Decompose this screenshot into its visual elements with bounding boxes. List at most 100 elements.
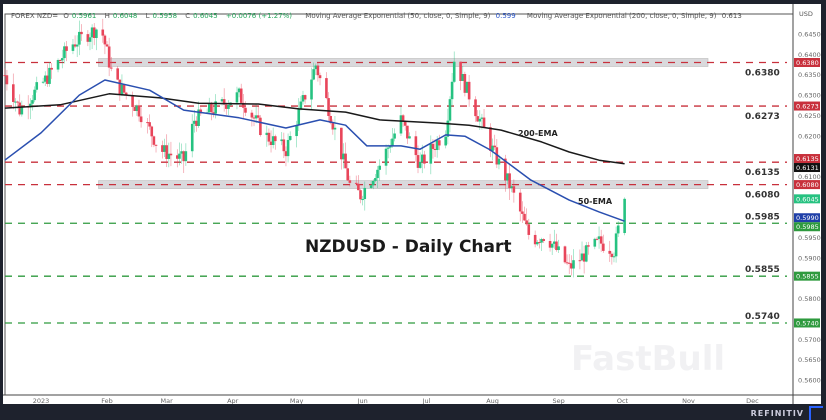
candle-body bbox=[521, 211, 524, 214]
candle-body bbox=[597, 236, 601, 239]
candle-body bbox=[301, 95, 305, 102]
candle-body bbox=[376, 169, 379, 179]
price-chart[interactable]: FastBull0.63800.62730.61350.60800.59850.… bbox=[3, 4, 821, 404]
candle-body bbox=[197, 109, 200, 126]
candle-body bbox=[448, 99, 452, 121]
candle-body bbox=[139, 116, 143, 123]
candle-body bbox=[212, 112, 215, 114]
candle-body bbox=[533, 234, 537, 245]
candle-body bbox=[371, 180, 375, 186]
candle-body bbox=[29, 103, 32, 108]
candle-body bbox=[438, 140, 441, 146]
price-tag-label: 0.5985 bbox=[796, 223, 819, 231]
candle-body bbox=[167, 153, 171, 159]
candle-body bbox=[523, 213, 526, 221]
candle-body bbox=[416, 155, 420, 168]
high-value: H 0.6048 bbox=[105, 12, 141, 20]
candle-body bbox=[43, 75, 47, 82]
candle-body bbox=[237, 88, 241, 93]
level-label: 0.5740 bbox=[745, 312, 780, 322]
symbol-label: FOREX NZD= bbox=[11, 12, 59, 20]
candle-body bbox=[227, 105, 230, 109]
candle-body bbox=[361, 199, 364, 201]
price-tag-label: 0.6045 bbox=[796, 195, 819, 203]
candle-body bbox=[284, 151, 288, 157]
x-tick-label: Oct bbox=[617, 397, 629, 404]
candle-body bbox=[493, 145, 496, 148]
candle-body bbox=[75, 44, 79, 47]
candle-body bbox=[463, 73, 467, 93]
candle-body bbox=[131, 95, 134, 107]
x-tick-label: Apr bbox=[227, 397, 239, 404]
level-label: 0.6380 bbox=[745, 68, 780, 78]
candle-body bbox=[242, 102, 245, 108]
candle-body bbox=[563, 246, 567, 263]
candle-body bbox=[408, 136, 411, 139]
candle-body bbox=[220, 99, 224, 102]
candle-body bbox=[542, 239, 545, 242]
candle-body bbox=[118, 79, 122, 95]
price-tag-label: 0.5740 bbox=[796, 319, 819, 327]
candle-body bbox=[5, 75, 9, 85]
candle-body bbox=[61, 58, 64, 61]
candle-body bbox=[314, 65, 318, 70]
candle-body bbox=[550, 243, 554, 248]
y-tick-label: 0.6100 bbox=[798, 173, 821, 181]
high-number: 0.6048 bbox=[112, 12, 138, 20]
candle-body bbox=[363, 187, 367, 200]
candle-body bbox=[88, 37, 92, 42]
level-label: 0.5855 bbox=[745, 265, 780, 275]
candle-body bbox=[508, 173, 511, 189]
candle-body bbox=[182, 151, 186, 162]
candle-body bbox=[133, 106, 137, 112]
y-tick-label: 0.6200 bbox=[798, 132, 821, 140]
candle-body bbox=[80, 31, 83, 35]
candle-body bbox=[342, 153, 345, 160]
candle-body bbox=[312, 69, 315, 80]
candle-body bbox=[222, 99, 226, 105]
low-label: L bbox=[145, 12, 150, 20]
candle-body bbox=[244, 107, 247, 113]
candle-body bbox=[580, 253, 584, 261]
candle-body bbox=[20, 106, 24, 115]
candle-body bbox=[95, 29, 98, 38]
candle-body bbox=[33, 89, 36, 101]
candle-body bbox=[414, 136, 418, 156]
price-tag-label: 0.6135 bbox=[796, 155, 819, 163]
close-label: C bbox=[185, 12, 191, 20]
candle-body bbox=[476, 116, 479, 122]
candle-body bbox=[239, 88, 243, 103]
candle-body bbox=[474, 99, 477, 117]
candles bbox=[3, 18, 626, 278]
ema200-legend[interactable]: Moving Average Exponential (200, close, … bbox=[526, 12, 717, 20]
candle-body bbox=[446, 120, 450, 137]
candle-body bbox=[495, 147, 499, 165]
ema50-legend[interactable]: Moving Average Exponential (50, close, 0… bbox=[305, 12, 491, 20]
candle-body bbox=[433, 148, 437, 151]
price-tag-label: 0.5990 bbox=[796, 214, 819, 222]
candle-body bbox=[329, 115, 332, 124]
candle-body bbox=[610, 253, 614, 258]
candle-body bbox=[256, 115, 260, 118]
candle-body bbox=[578, 260, 582, 262]
close-value: C 0.6045 bbox=[185, 12, 220, 20]
candle-body bbox=[595, 238, 599, 240]
candle-body bbox=[393, 133, 396, 139]
ema200-label: 200-EMA bbox=[518, 129, 558, 138]
level-label: 0.6135 bbox=[745, 168, 780, 178]
chart-title: NZDUSD - Daily Chart bbox=[305, 237, 512, 257]
candle-body bbox=[190, 123, 194, 152]
candle-body bbox=[461, 73, 465, 81]
candle-body bbox=[86, 34, 90, 42]
candle-body bbox=[527, 224, 531, 235]
x-tick-label: Mar bbox=[161, 397, 174, 404]
price-tag bbox=[794, 271, 820, 281]
candle-body bbox=[525, 220, 528, 225]
candle-body bbox=[73, 44, 77, 47]
price-tag bbox=[794, 154, 820, 164]
change-value: +0.0076 (+1.27%) bbox=[225, 12, 293, 20]
candle-body bbox=[512, 186, 516, 193]
price-tag bbox=[794, 57, 820, 67]
x-tick-label: Dec bbox=[746, 397, 759, 404]
open-value: O 0.5961 bbox=[63, 12, 99, 20]
